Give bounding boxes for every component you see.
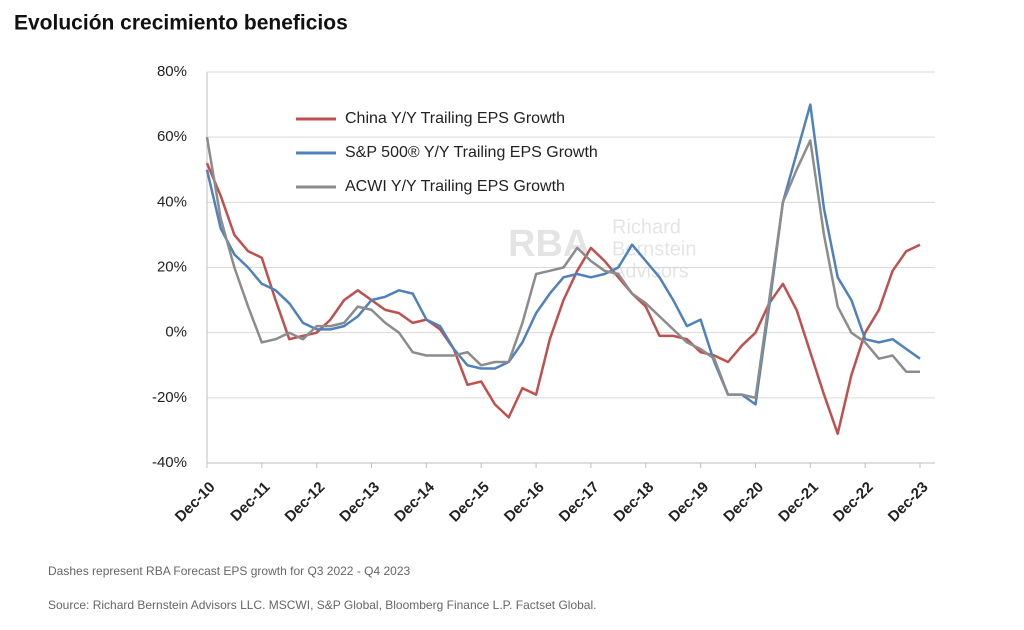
x-tick-label: Dec-19: [665, 479, 712, 526]
series-line: [205, 103, 921, 406]
watermark: Advisors: [612, 260, 689, 282]
y-tick-label: -40%: [152, 454, 187, 471]
watermark: Bernstein: [612, 238, 697, 260]
page-title: Evolución crecimiento beneficios: [14, 12, 348, 35]
x-tick-label: Dec-15: [446, 479, 493, 526]
source: Source: Richard Bernstein Advisors LLC. …: [48, 598, 596, 612]
y-tick-label: 40%: [157, 193, 187, 210]
watermark: Richard: [612, 216, 681, 238]
x-tick-label: Dec-13: [336, 479, 383, 526]
y-tick-label: 20%: [157, 258, 187, 275]
x-tick-label: Dec-20: [720, 479, 767, 526]
x-tick-label: Dec-11: [227, 479, 273, 525]
y-tick-label: 60%: [157, 128, 187, 145]
x-tick-label: Dec-18: [611, 479, 658, 526]
x-tick-label: Dec-17: [556, 479, 603, 526]
legend-label: China Y/Y Trailing EPS Growth: [345, 110, 565, 127]
x-tick-label: Dec-21: [775, 479, 822, 526]
legend-label: S&P 500® Y/Y Trailing EPS Growth: [345, 144, 598, 161]
x-tick-label: Dec-16: [501, 479, 548, 526]
x-tick-label: Dec-12: [282, 479, 329, 526]
y-tick-label: 80%: [157, 63, 187, 80]
series-line: [205, 162, 921, 435]
legend-label: ACWI Y/Y Trailing EPS Growth: [345, 178, 565, 195]
note: Dashes represent RBA Forecast EPS growth…: [48, 564, 411, 578]
watermark: RBA: [508, 223, 590, 265]
x-tick-label: Dec-10: [172, 479, 219, 526]
x-tick-label: Dec-22: [830, 479, 877, 526]
x-tick-label: Dec-14: [391, 478, 438, 525]
y-tick-label: 0%: [165, 324, 187, 341]
x-tick-label: Dec-23: [885, 479, 932, 526]
series-line: [205, 136, 920, 400]
y-tick-label: -20%: [152, 389, 187, 406]
